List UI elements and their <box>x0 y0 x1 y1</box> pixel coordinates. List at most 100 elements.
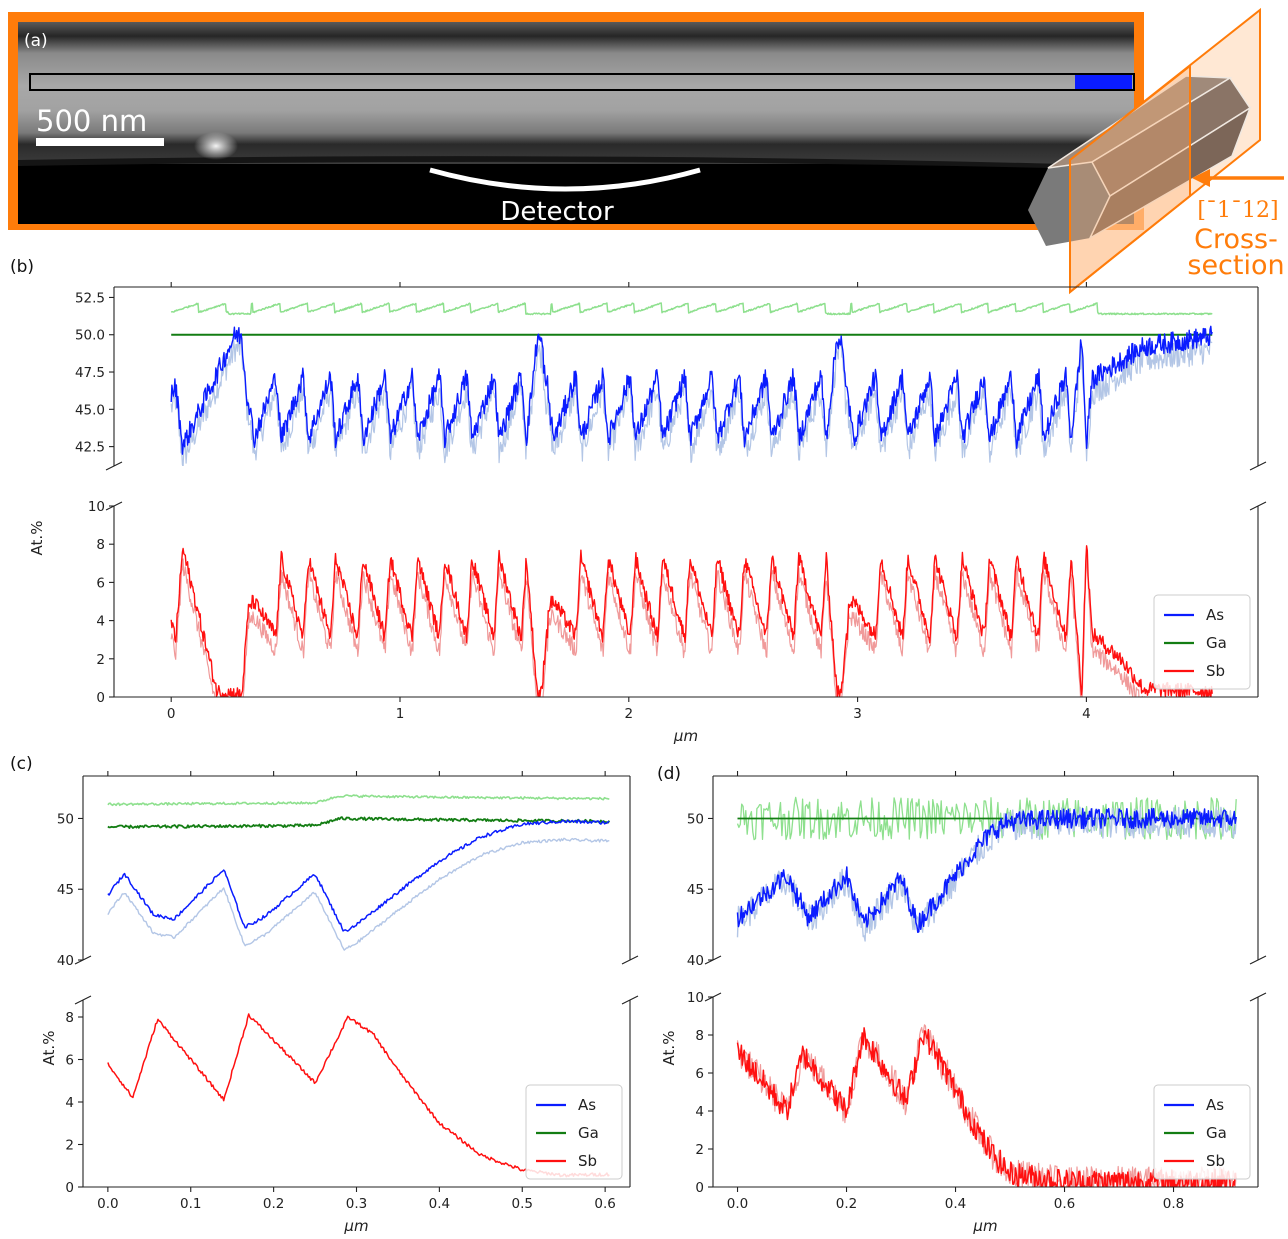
y-tick-label-lower: 2 <box>65 1138 74 1154</box>
panel-label-a: (a) <box>24 31 48 51</box>
x-tick-label: 3 <box>853 706 862 722</box>
x-axis-label: μm <box>343 1217 368 1235</box>
scan-region-highlight <box>1075 75 1132 89</box>
stem-image-panel: (a) 500 nm Detector <box>8 12 1144 230</box>
ga-raw-line <box>170 302 1213 316</box>
scan-region-box <box>29 73 1135 91</box>
ga-line <box>107 816 611 829</box>
x-tick-label: 0.2 <box>263 1196 284 1212</box>
legend-label-sb: Sb <box>578 1152 597 1170</box>
x-axis-label: μm <box>673 727 698 745</box>
sb-line <box>170 545 1213 697</box>
nanowire-lower-edge <box>18 156 1134 170</box>
y-tick-label-upper: 42.5 <box>75 440 105 456</box>
sb-raw-line <box>170 551 1193 697</box>
y-tick-label-lower: 4 <box>65 1095 74 1111</box>
detector-label: Detector <box>500 197 614 227</box>
x-tick-label: 0.5 <box>512 1196 533 1212</box>
legend-label-sb: Sb <box>1206 662 1225 680</box>
y-tick-label-lower: 4 <box>695 1104 704 1120</box>
x-tick-label: 0.2 <box>836 1196 857 1212</box>
panel-label-d: (d) <box>657 764 681 784</box>
upper-plot-area <box>170 302 1213 466</box>
y-tick-label-lower: 8 <box>96 537 105 553</box>
x-tick-label: 0.8 <box>1163 1196 1184 1212</box>
y-tick-label-upper: 50 <box>57 811 74 827</box>
y-tick-label-lower: 10 <box>687 990 704 1006</box>
legend-label-as: As <box>1206 606 1224 624</box>
y-tick-label-lower: 8 <box>65 1010 74 1026</box>
y-axis-label: At.% <box>660 1031 678 1066</box>
y-tick-label-upper: 40 <box>57 953 74 969</box>
x-tick-label: 4 <box>1082 706 1091 722</box>
as-line <box>170 325 1213 455</box>
x-tick-label: 1 <box>396 706 405 722</box>
x-axis-label: μm <box>972 1217 997 1235</box>
axis-break-mark <box>105 461 123 471</box>
cross-section-label-2: section <box>1187 250 1284 281</box>
legend-label-ga: Ga <box>1206 1124 1227 1142</box>
y-tick-label-upper: 45.0 <box>75 402 105 418</box>
axis-break-mark <box>1249 461 1267 471</box>
legend: As Ga Sb <box>525 1084 623 1180</box>
scale-bar-label: 500 nm <box>36 104 147 138</box>
legend-label-ga: Ga <box>578 1124 599 1142</box>
chart-panel-0: 0 1 2 3 4 42.5 45.0 47.5 50.0 52.5 0 2 4 6 8 10 μm At.% As… <box>28 282 1267 745</box>
prism-lower-face <box>1088 106 1252 240</box>
x-tick-label: 0.6 <box>594 1196 615 1212</box>
as-line <box>107 819 610 932</box>
legend: As Ga Sb <box>1153 1084 1251 1180</box>
ga-raw-line <box>107 794 610 807</box>
x-tick-label: 0.3 <box>346 1196 367 1212</box>
crystal-direction-label: [¯1¯12] <box>1197 198 1278 223</box>
nanowire <box>18 22 1134 164</box>
y-tick-label-upper: 50.0 <box>75 328 105 344</box>
axis-break-mark <box>1249 992 1267 1002</box>
x-tick-label: 2 <box>625 706 634 722</box>
y-tick-label-lower: 6 <box>96 575 105 591</box>
chart-panel-2: 0.0 0.2 0.4 0.6 0.8 40 45 50 0 2 4 6 8 10 μm At.% As Ga Sb <box>660 771 1267 1235</box>
y-tick-label-lower: 8 <box>695 1028 704 1044</box>
chart-panel-1: 0.0 0.1 0.2 0.3 0.4 0.5 0.6 40 45 50 0 2 4 6 8 μm At.% As… <box>40 771 639 1235</box>
as-line <box>736 807 1237 934</box>
x-tick-label: 0.0 <box>97 1196 118 1212</box>
ga-raw-line <box>736 796 1237 841</box>
y-tick-label-lower: 0 <box>695 1180 704 1196</box>
y-tick-label-upper: 45 <box>57 882 74 898</box>
y-tick-label-lower: 10 <box>88 499 105 515</box>
detector-arc <box>429 167 701 192</box>
x-tick-label: 0 <box>167 706 176 722</box>
as-raw-line <box>107 837 610 951</box>
legend-label-sb: Sb <box>1206 1152 1225 1170</box>
legend-label-as: As <box>578 1096 596 1114</box>
legend-box <box>525 1084 623 1180</box>
y-axis-label: At.% <box>28 521 46 556</box>
panel-label-c: (c) <box>10 754 33 774</box>
legend: As Ga Sb <box>1153 594 1251 690</box>
y-tick-label-lower: 2 <box>695 1142 704 1158</box>
as-raw-line <box>736 806 1237 942</box>
x-tick-label: 0.1 <box>180 1196 201 1212</box>
y-tick-label-lower: 6 <box>65 1053 74 1069</box>
x-tick-label: 0.4 <box>945 1196 966 1212</box>
axis-break-mark <box>621 995 639 1005</box>
legend-label-ga: Ga <box>1206 634 1227 652</box>
direction-arrow-head <box>1192 169 1210 187</box>
x-tick-label: 0.4 <box>429 1196 450 1212</box>
x-tick-label: 0.6 <box>1054 1196 1075 1212</box>
cross-section-label-1: Cross- <box>1194 224 1278 255</box>
legend-box <box>1153 594 1251 690</box>
sb-line <box>736 1027 1237 1187</box>
y-tick-label-upper: 47.5 <box>75 365 105 381</box>
axis-break-mark <box>1249 501 1267 511</box>
legend-box <box>1153 1084 1251 1180</box>
y-tick-label-upper: 45 <box>687 882 704 898</box>
scale-bar <box>36 138 164 146</box>
axis-break-mark <box>621 955 639 965</box>
y-axis-label: At.% <box>40 1031 58 1066</box>
axis-break-mark <box>1249 955 1267 965</box>
y-tick-label-lower: 4 <box>96 614 105 630</box>
legend-label-as: As <box>1206 1096 1224 1114</box>
lower-plot-area <box>736 1024 1237 1187</box>
